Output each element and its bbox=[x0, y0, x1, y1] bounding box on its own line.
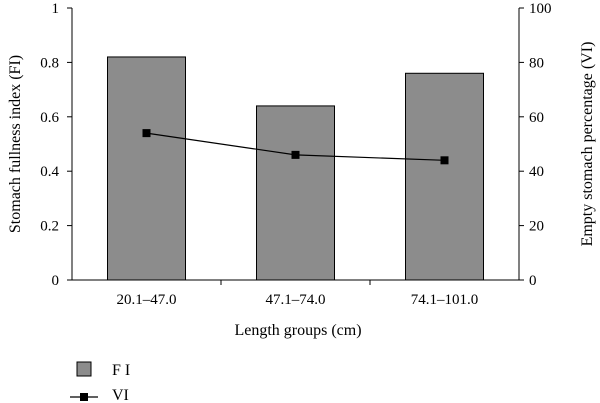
y2-axis-title: Empty stomach percentage (VI) bbox=[579, 42, 596, 247]
point-vi-3 bbox=[440, 156, 449, 165]
y2-tick-label: 20 bbox=[529, 219, 544, 235]
x-tick-label: 47.1–74.0 bbox=[266, 292, 326, 308]
legend-label-vi: VI bbox=[112, 387, 129, 403]
legend: F I VI bbox=[70, 361, 130, 403]
y-axis-title: Stomach fullness index (FI) bbox=[7, 55, 24, 233]
y2-tick-label: 0 bbox=[529, 273, 537, 289]
y-tick-label: 0 bbox=[52, 273, 60, 289]
legend-swatch-fi bbox=[76, 361, 92, 377]
legend-label-fi: F I bbox=[112, 362, 130, 379]
point-vi-1 bbox=[142, 129, 151, 138]
y-tick-label: 1 bbox=[52, 1, 60, 17]
y-tick-label: 0.4 bbox=[40, 164, 59, 180]
y-tick-label: 0.2 bbox=[40, 219, 59, 235]
y-tick-label: 0.6 bbox=[40, 110, 59, 126]
x-axis-title: Length groups (cm) bbox=[234, 322, 361, 339]
point-vi-2 bbox=[291, 150, 300, 159]
y2-tick-label: 100 bbox=[529, 1, 552, 17]
bar-fi-1 bbox=[107, 56, 186, 281]
x-tick-label: 74.1–101.0 bbox=[411, 292, 479, 308]
y-tick-label: 0.8 bbox=[40, 55, 59, 71]
legend-marker-vi bbox=[80, 393, 88, 401]
y2-tick-label: 60 bbox=[529, 110, 544, 126]
bar-fi-3 bbox=[405, 72, 484, 281]
x-tick-label: 20.1–47.0 bbox=[117, 292, 177, 308]
y2-tick-label: 40 bbox=[529, 164, 544, 180]
y2-tick-label: 80 bbox=[529, 55, 544, 71]
bar-fi-2 bbox=[256, 105, 335, 281]
